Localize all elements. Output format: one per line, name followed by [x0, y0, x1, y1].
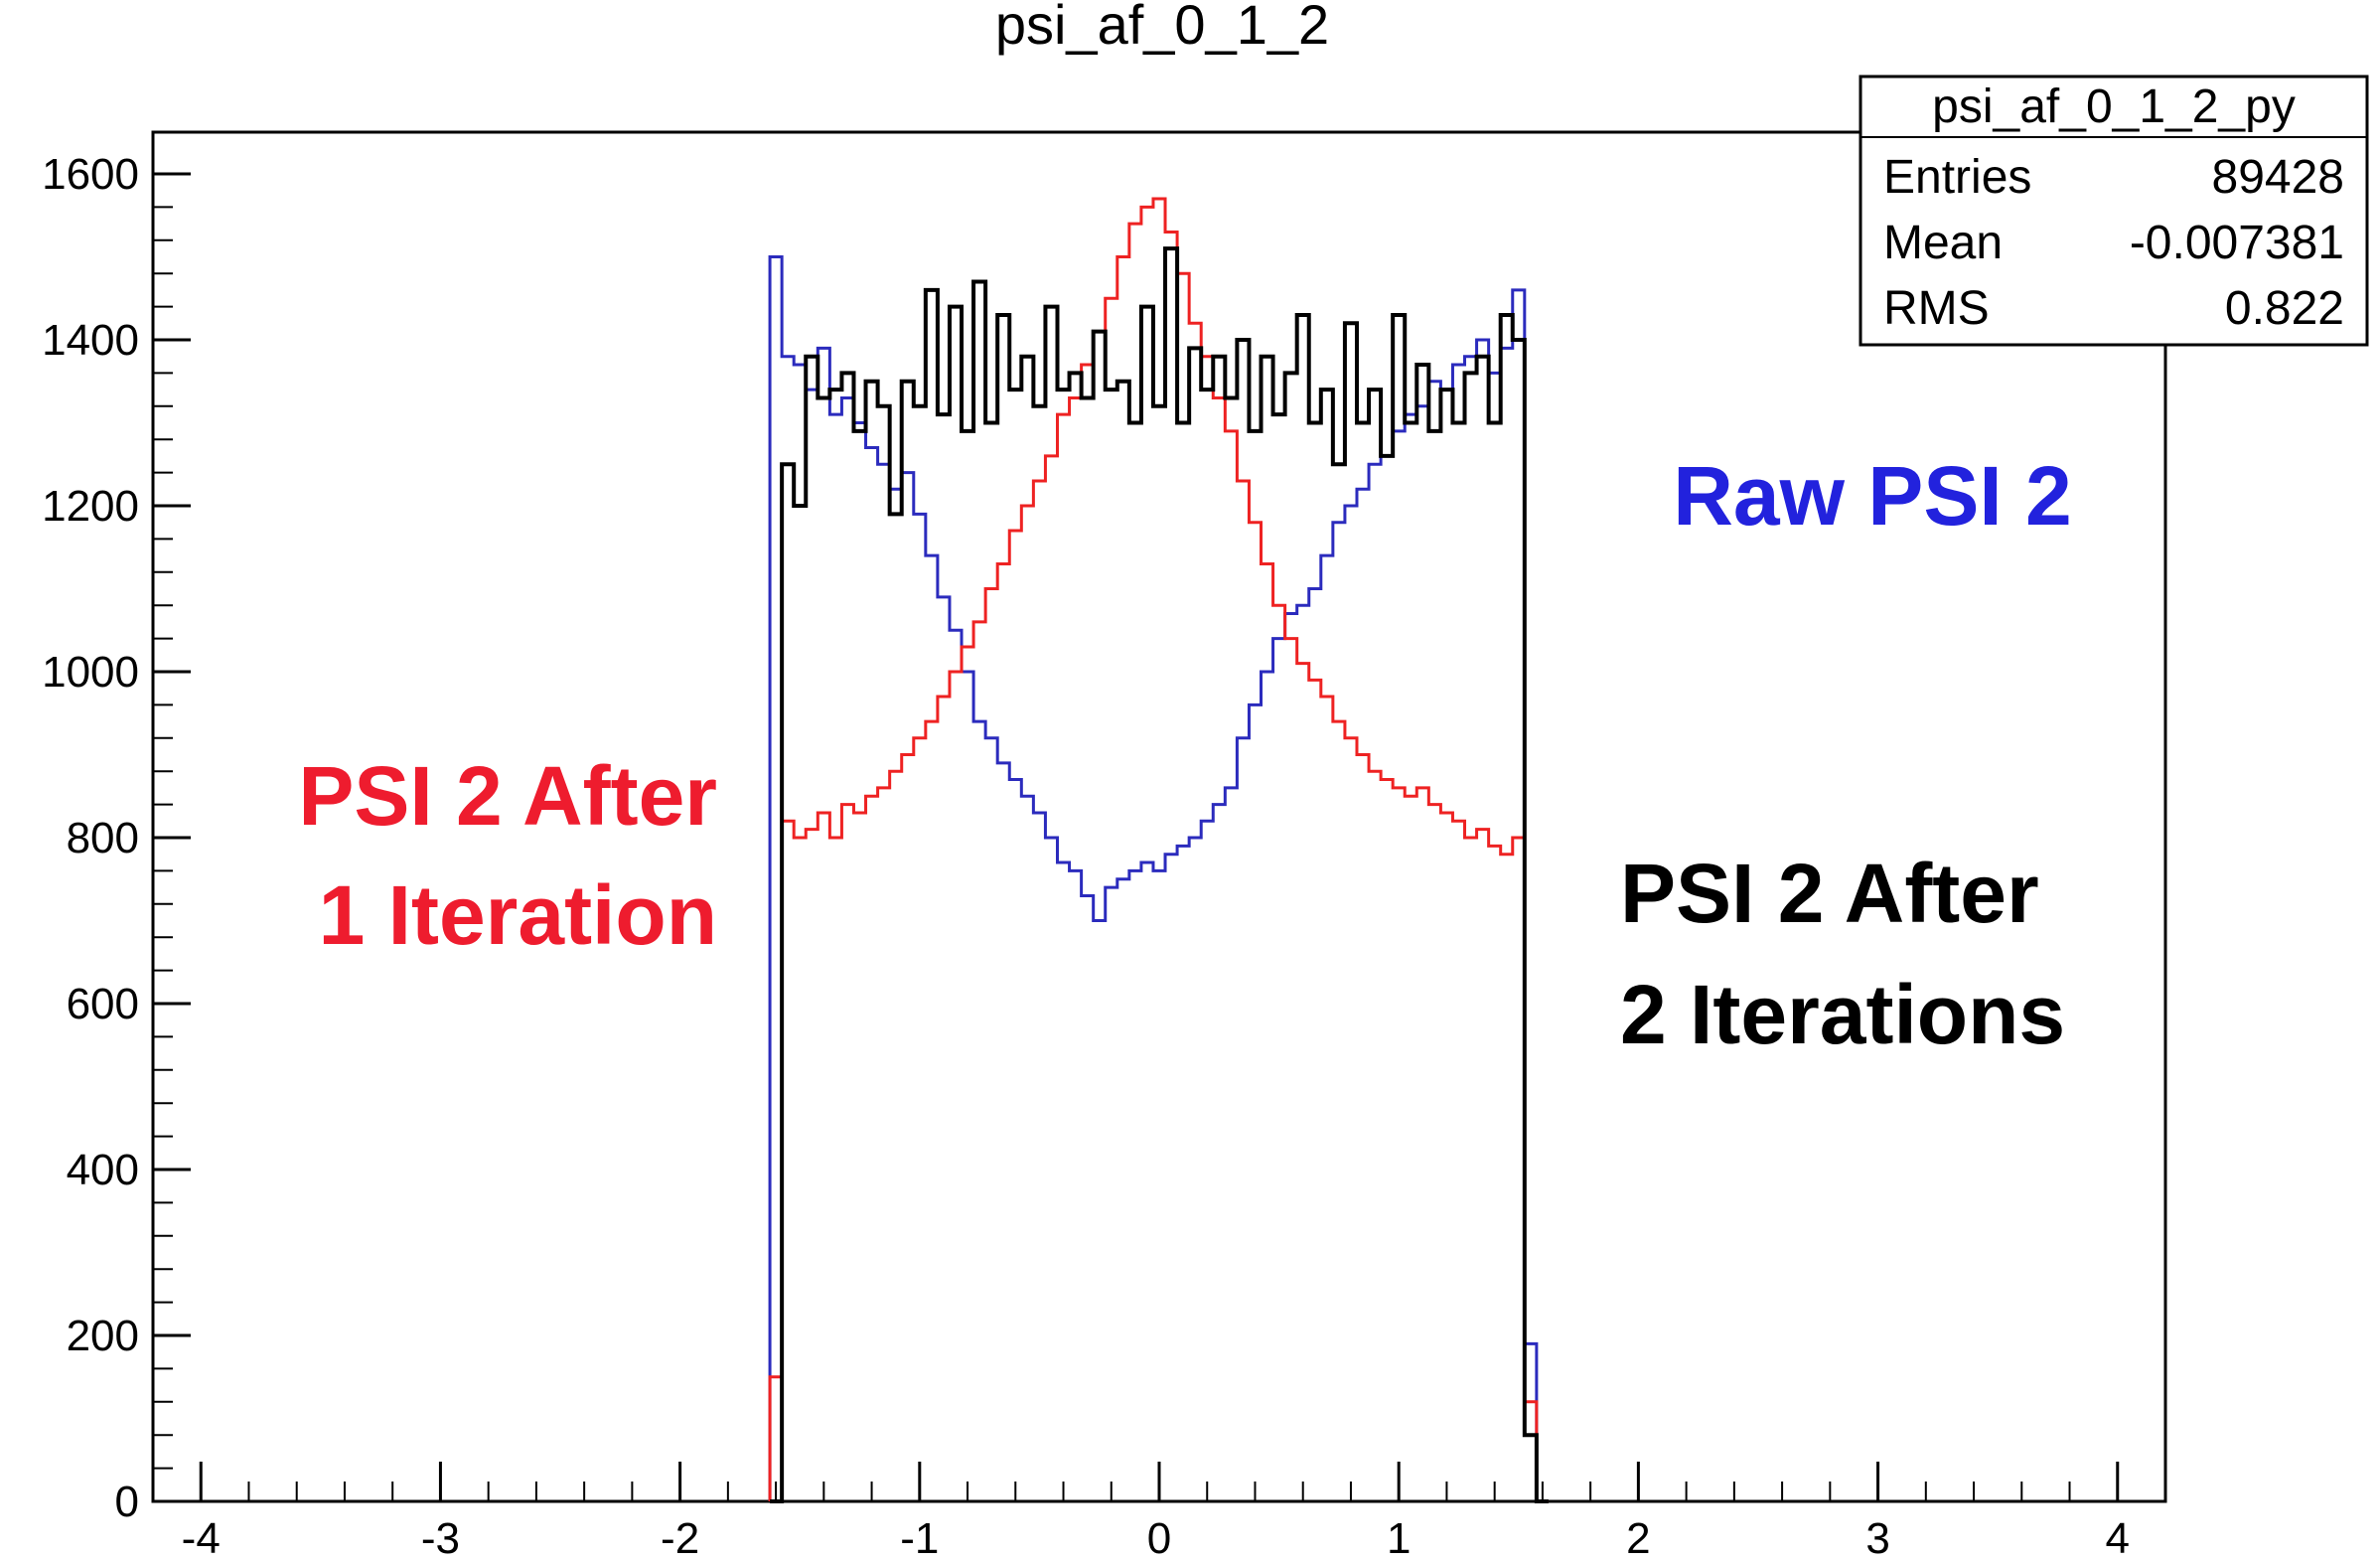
y-tick-label: 200 [67, 1312, 139, 1360]
y-tick-label: 1000 [42, 648, 139, 697]
x-tick-label: -3 [421, 1514, 460, 1562]
series-2-line [770, 246, 1549, 1503]
y-tick-label: 800 [67, 814, 139, 862]
y-tick-label: 1200 [42, 482, 139, 531]
annotation-iter2-line1: PSI 2 After [1620, 847, 2039, 940]
x-tick-label: 2 [1626, 1514, 1650, 1562]
x-tick-label: 4 [2106, 1514, 2130, 1562]
x-tick-label: 1 [1387, 1514, 1411, 1562]
stats-entries-value: 89428 [2212, 151, 2344, 204]
stats-mean-value: -0.007381 [2130, 217, 2344, 269]
stats-rms-label: RMS [1883, 282, 1990, 335]
x-tick-label: 0 [1147, 1514, 1171, 1562]
stats-box-name: psi_af_0_1_2_py [1932, 80, 2296, 133]
annotation-raw: Raw PSI 2 [1673, 449, 2072, 543]
x-tick-label: -1 [900, 1514, 939, 1562]
x-tick-label: -4 [182, 1514, 221, 1562]
series-group [768, 197, 1549, 1503]
annotation-iter1-line2: 1 Iteration [319, 868, 717, 962]
y-axis: 0 200 400 600 800 1000 1200 1400 1600 [42, 150, 191, 1526]
stats-entries-label: Entries [1883, 151, 2031, 204]
stats-rms-value: 0.822 [2225, 282, 2344, 335]
y-tick-label: 1600 [42, 150, 139, 199]
y-tick-label: 1400 [42, 316, 139, 365]
annotation-iter1-line1: PSI 2 After [298, 749, 717, 843]
x-tick-label: 3 [1865, 1514, 1889, 1562]
annotation-iter2-line2: 2 Iterations [1620, 968, 2065, 1061]
y-tick-label: 400 [67, 1146, 139, 1194]
chart-title: psi_af_0_1_2 [995, 0, 1329, 56]
y-tick-label: 0 [115, 1478, 139, 1526]
y-tick-label: 600 [67, 980, 139, 1028]
stats-box: psi_af_0_1_2_py Entries 89428 Mean -0.00… [1859, 75, 2369, 347]
stats-mean-label: Mean [1883, 217, 2003, 269]
series-1-line [768, 197, 1549, 1503]
x-axis: -4 -3 -2 -1 0 1 2 3 4 [182, 1462, 2130, 1562]
series-0-line [768, 255, 1549, 1503]
stats-box-frame [1859, 75, 2369, 347]
x-tick-label: -2 [661, 1514, 699, 1562]
